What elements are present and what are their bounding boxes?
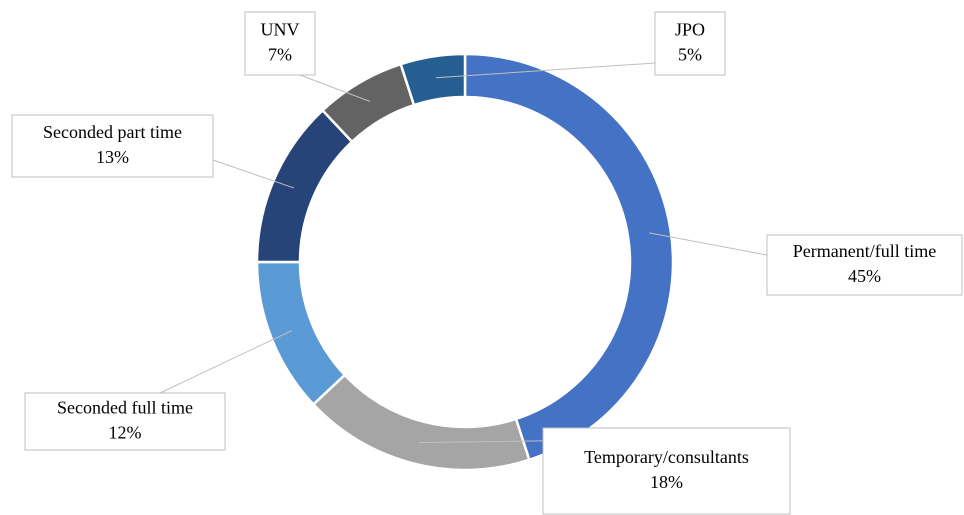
donut-segment <box>399 52 467 107</box>
label-box <box>766 234 963 296</box>
leader-line <box>649 232 768 256</box>
donut-segment <box>255 260 347 407</box>
donut-segment <box>463 52 675 462</box>
data-label-value: 18% <box>650 472 683 492</box>
data-label-name: Permanent/full time <box>793 241 936 261</box>
donut-segment <box>255 108 354 264</box>
data-label-name: Temporary/consultants <box>584 447 749 467</box>
label-box <box>244 11 316 76</box>
data-label-name: JPO <box>675 20 705 40</box>
label-box <box>11 114 214 178</box>
data-label-value: 5% <box>678 45 702 65</box>
data-label-value: 7% <box>268 45 292 65</box>
leader-line <box>299 74 371 102</box>
data-label-name: UNV <box>261 20 300 40</box>
label-box <box>654 11 726 76</box>
data-label-value: 45% <box>848 266 881 286</box>
label-box <box>542 427 791 515</box>
donut-segment <box>311 373 531 472</box>
data-label-name: Seconded full time <box>57 398 193 418</box>
label-box <box>24 392 226 451</box>
leader-line <box>159 330 292 394</box>
leader-line <box>212 159 295 189</box>
data-label-name: Seconded part time <box>43 122 182 142</box>
data-label-value: 13% <box>96 147 129 167</box>
data-label-value: 12% <box>109 423 142 443</box>
